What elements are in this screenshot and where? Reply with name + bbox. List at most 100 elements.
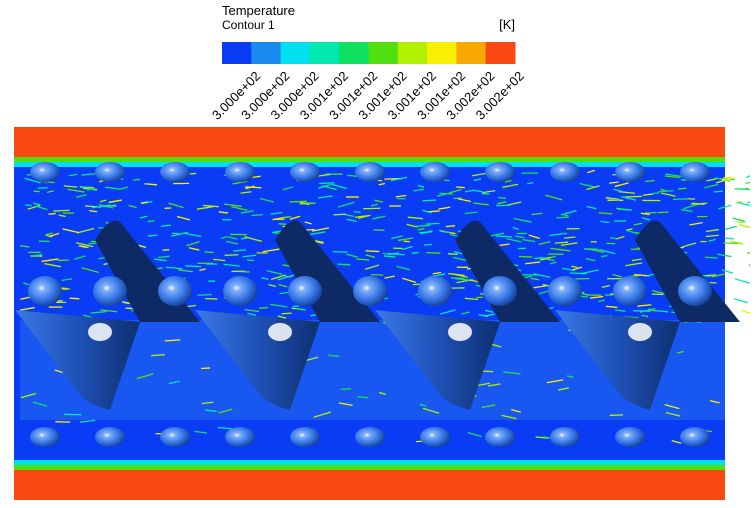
vector: [252, 215, 263, 216]
sphere: [353, 276, 387, 306]
sphere: [30, 162, 60, 182]
vector: [198, 295, 212, 296]
flight-highlight: [88, 323, 112, 341]
flight-highlight: [448, 323, 472, 341]
sphere: [483, 276, 517, 306]
vector: [570, 273, 586, 274]
vector: [148, 221, 155, 222]
vector: [185, 266, 201, 267]
vector: [519, 256, 532, 257]
sphere: [420, 427, 450, 447]
vector: [48, 214, 55, 215]
sphere: [28, 276, 62, 306]
vector: [705, 275, 716, 276]
vector: [426, 253, 440, 254]
vector: [745, 183, 750, 184]
vector: [412, 253, 419, 254]
vector: [601, 256, 608, 257]
vector: [555, 242, 568, 243]
vector: [201, 368, 210, 369]
colorbar-swatch: [369, 42, 399, 64]
sphere: [225, 162, 255, 182]
vector: [625, 196, 642, 197]
sphere: [160, 162, 190, 182]
vector: [725, 238, 734, 239]
colorbar: 3.000e+023.000e+023.000e+023.001e+023.00…: [209, 42, 527, 123]
vector: [714, 191, 723, 192]
sphere: [678, 276, 712, 306]
vector: [341, 389, 352, 390]
vector: [70, 298, 80, 299]
sphere: [95, 427, 125, 447]
vector: [366, 251, 380, 252]
sphere: [158, 276, 192, 306]
sphere: [30, 427, 60, 447]
vector: [678, 188, 686, 189]
vector: [721, 179, 729, 180]
vector: [448, 254, 458, 255]
sphere: [290, 162, 320, 182]
vector: [571, 266, 577, 267]
sphere: [680, 427, 710, 447]
sphere: [548, 276, 582, 306]
vector: [290, 201, 307, 202]
sphere: [290, 427, 320, 447]
vector: [618, 209, 632, 210]
colorbar-swatch: [398, 42, 428, 64]
sphere: [418, 276, 452, 306]
vector: [734, 299, 748, 303]
sphere: [613, 276, 647, 306]
colorbar-swatch: [427, 42, 457, 64]
sphere: [485, 162, 515, 182]
vector: [279, 224, 286, 225]
colorbar-swatch: [281, 42, 311, 64]
vector: [424, 244, 432, 245]
flight-highlight: [628, 323, 652, 341]
colorbar-swatch: [486, 42, 516, 64]
vector: [739, 225, 750, 228]
colorbar-swatch: [339, 42, 369, 64]
legend-title: Temperature: [222, 3, 295, 18]
vector: [645, 212, 657, 213]
sphere: [288, 276, 322, 306]
vector: [319, 183, 334, 184]
vector: [282, 313, 292, 314]
colorbar-swatch: [456, 42, 486, 64]
vector: [705, 257, 718, 258]
colorbar-swatch: [310, 42, 340, 64]
vector: [404, 241, 410, 242]
vector: [735, 279, 750, 284]
legend-subtitle: Contour 1: [222, 18, 275, 32]
vector: [610, 415, 623, 416]
sphere: [223, 276, 257, 306]
sphere: [95, 162, 125, 182]
vector: [691, 203, 707, 204]
sphere: [225, 427, 255, 447]
sphere: [550, 427, 580, 447]
colorbar-swatch: [222, 42, 252, 64]
sphere: [355, 162, 385, 182]
legend-unit: [K]: [499, 17, 515, 32]
sphere: [615, 427, 645, 447]
vector: [439, 193, 453, 194]
vector: [534, 258, 547, 259]
vector: [456, 187, 465, 188]
sphere: [160, 427, 190, 447]
vector: [423, 200, 436, 201]
vector: [653, 193, 660, 194]
vector: [746, 176, 750, 178]
vector: [333, 252, 348, 253]
sphere: [680, 162, 710, 182]
sphere: [355, 427, 385, 447]
colorbar-swatch: [251, 42, 281, 64]
sphere: [420, 162, 450, 182]
vector: [151, 355, 165, 356]
vector: [498, 198, 506, 199]
flight-highlight: [268, 323, 292, 341]
vector: [133, 179, 140, 180]
vector: [741, 310, 750, 313]
vector: [725, 226, 737, 229]
vector: [575, 279, 589, 280]
